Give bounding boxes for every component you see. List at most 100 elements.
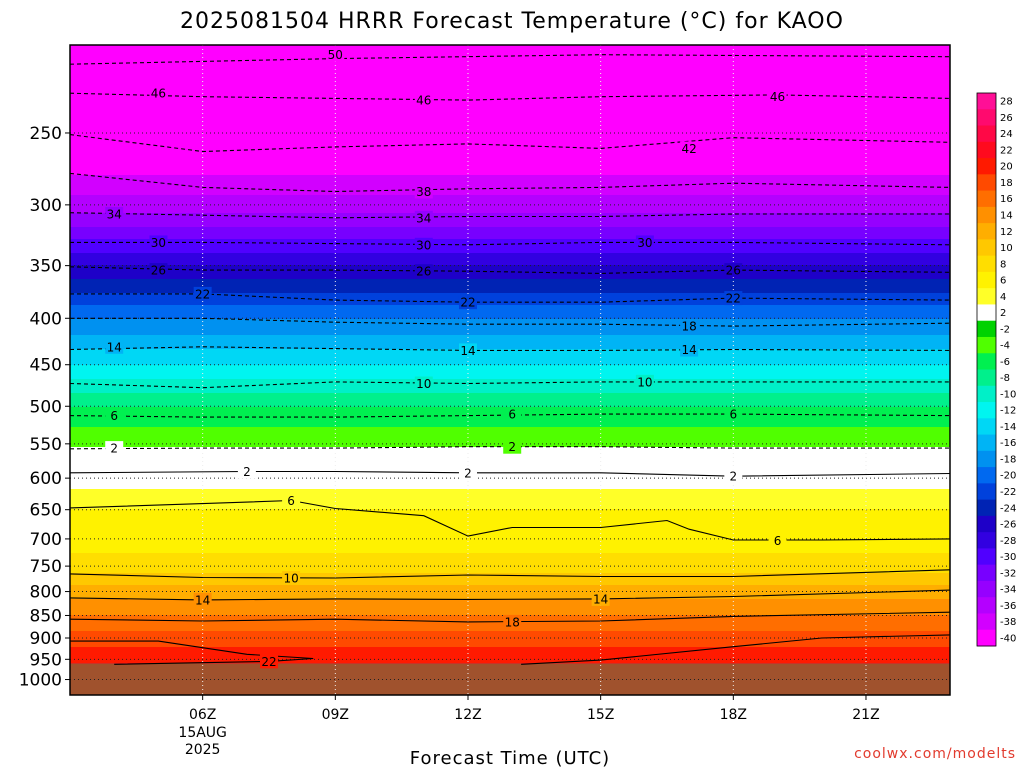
temperature-band (70, 653, 950, 656)
temperature-band (70, 83, 950, 86)
temperature-band (70, 47, 950, 50)
temperature-band (70, 53, 950, 56)
contour-label-bg (414, 264, 433, 279)
temperature-band (70, 651, 950, 654)
temperature-band (70, 345, 950, 348)
temperature-band (70, 357, 950, 360)
temperature-band (70, 229, 950, 232)
colorbar-label: 14 (1000, 210, 1013, 221)
colorbar-swatch (977, 206, 996, 224)
contour-label-bg (414, 184, 433, 199)
colorbar-label: 26 (1000, 113, 1013, 124)
temperature-band (70, 537, 950, 540)
colorbar-swatch (977, 434, 996, 452)
temperature-band (70, 655, 950, 658)
temperature-band (70, 585, 950, 588)
contour-label-bg (149, 86, 168, 101)
contour-label-bg (591, 591, 610, 606)
colorbar-swatch (977, 158, 996, 175)
colorbar-label: 18 (1000, 178, 1013, 189)
y-tick-label: 500 (30, 397, 62, 417)
temperature-band (70, 455, 950, 458)
temperature-band (70, 231, 950, 234)
temperature-band (70, 181, 950, 184)
contour-label-bg (724, 263, 743, 278)
contour-label: 22 (726, 292, 741, 306)
temperature-band (70, 457, 950, 460)
temperature-band (70, 221, 950, 224)
contour-label: 2 (464, 466, 472, 480)
temperature-band (70, 421, 950, 424)
temperature-band (70, 227, 950, 230)
colorbar-swatch (977, 532, 996, 549)
colorbar-label: -34 (1000, 585, 1016, 596)
contour-label-bg (414, 237, 433, 252)
temperature-band (70, 301, 950, 304)
contour-label-bg (680, 319, 699, 334)
x-axis-label: Forecast Time (UTC) (410, 748, 610, 768)
temperature-band (70, 175, 950, 178)
temperature-band (70, 107, 950, 110)
temperature-band (70, 289, 950, 292)
temperature-band (70, 635, 950, 638)
temperature-band (70, 177, 950, 180)
contour-label: 34 (416, 211, 431, 225)
contour-label-bg (237, 464, 256, 479)
colorbar-label: 10 (1000, 243, 1013, 254)
contour-label: 46 (151, 87, 166, 101)
contour-label-bg (458, 343, 477, 358)
colorbar-swatch (977, 418, 996, 436)
colorbar-label: 20 (1000, 162, 1013, 173)
contour-label: 18 (505, 615, 520, 629)
colorbar-swatch (977, 629, 996, 647)
colorbar-label: -4 (1000, 341, 1010, 352)
temperature-band (70, 519, 950, 522)
x-tick-label: 06Z (189, 707, 216, 723)
temperature-band (70, 423, 950, 426)
temperature-band (70, 203, 950, 206)
colorbar-label: -26 (1000, 520, 1016, 531)
colorbar-label: 8 (1000, 259, 1006, 270)
temperature-band (70, 115, 950, 118)
contour-label: 6 (508, 408, 516, 422)
temperature-band (70, 209, 950, 212)
temperature-band (70, 525, 950, 528)
y-tick-label: 250 (30, 124, 62, 144)
colorbar-swatch (977, 385, 996, 403)
temperature-band (70, 67, 950, 70)
temperature-band (70, 533, 950, 536)
temperature-band (70, 431, 950, 434)
temperature-band (70, 97, 950, 100)
temperature-band (70, 401, 950, 404)
colorbar-swatch (977, 239, 996, 257)
temperature-band (70, 335, 950, 338)
temperature-band (70, 205, 950, 208)
temperature-band (70, 329, 950, 332)
temperature-band (70, 55, 950, 58)
temperature-band (70, 647, 950, 650)
temperature-band (70, 379, 950, 382)
x-tick-label: 15Z (587, 707, 614, 723)
contour-label: 46 (770, 90, 785, 104)
temperature-band (70, 491, 950, 494)
temperature-band (70, 577, 950, 580)
contour-label-bg (458, 295, 477, 310)
temperature-band (70, 139, 950, 142)
temperature-band (70, 331, 950, 334)
temperature-band (70, 553, 950, 556)
temperature-band (70, 547, 950, 550)
temperature-band (70, 257, 950, 260)
temperature-band (70, 151, 950, 154)
credit-text: coolwx.com/modelts (854, 746, 1016, 762)
colorbar-swatch (977, 499, 996, 517)
colorbar-swatch (977, 304, 996, 322)
temperature-band (70, 45, 950, 48)
contour-line (70, 611, 950, 623)
colorbar-swatch (977, 580, 996, 598)
temperature-band (70, 589, 950, 592)
temperature-band (70, 483, 950, 486)
temperature-band (70, 579, 950, 582)
contour-label: 26 (151, 264, 166, 278)
temperature-band (70, 607, 950, 610)
